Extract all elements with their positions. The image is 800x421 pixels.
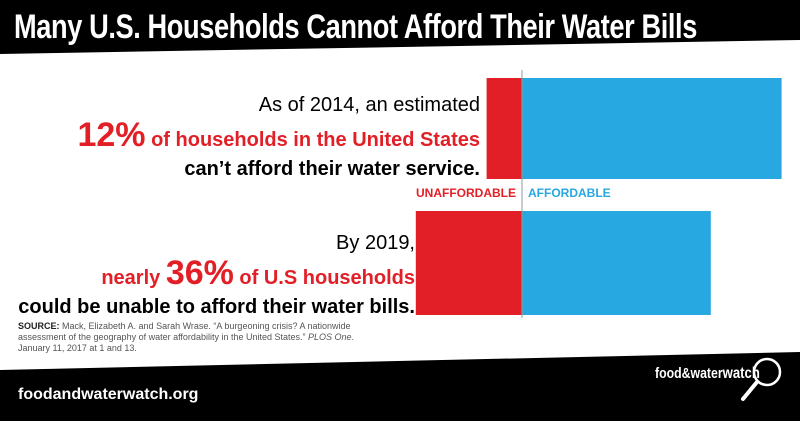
statement-2014: As of 2014, an estimated 12% of househol… — [77, 92, 480, 183]
statement-2019-pre: nearly — [101, 267, 166, 289]
bar-unaffordable-2014 — [486, 78, 522, 179]
statement-2014-line2: 12% of households in the United States — [77, 116, 480, 156]
source-text: Mack, Elizabeth A. and Sarah Wrase. “A b… — [18, 321, 351, 342]
pct-2014: 12% — [77, 116, 146, 154]
magnifier-icon — [741, 357, 782, 401]
legend-unaffordable: UNAFFORDABLE — [416, 186, 516, 200]
statement-2014-line1: As of 2014, an estimated — [258, 94, 480, 116]
logo-main: food&water — [655, 365, 723, 382]
bar-unaffordable-2019 — [415, 211, 522, 315]
legend-affordable: AFFORDABLE — [528, 186, 611, 200]
logo-watch: watch — [722, 365, 760, 382]
statement-2014-line2-rest: of households in the United States — [145, 129, 480, 151]
pct-2019: 36% — [165, 254, 234, 292]
brand-logo: food&waterwatch — [655, 355, 795, 410]
statement-2019-line2-rest: of U.S households — [233, 267, 415, 289]
website-url: foodandwaterwatch.org — [18, 386, 199, 403]
statement-2019: By 2019, nearly 36% of U.S households co… — [18, 230, 415, 321]
source-label: SOURCE: — [18, 321, 60, 331]
statement-2019-line3: could be unable to afford their water bi… — [18, 296, 415, 318]
page-title: Many U.S. Households Cannot Afford Their… — [14, 8, 697, 46]
logo-wordmark: food&waterwatch — [655, 365, 760, 383]
source-citation: SOURCE: Mack, Elizabeth A. and Sarah Wra… — [18, 321, 358, 354]
source-date: . January 11, 2017 at 1 and 13. — [18, 332, 355, 353]
statement-2019-line2: nearly 36% of U.S households — [18, 254, 415, 294]
bar-affordable-2014 — [522, 78, 782, 179]
statement-2014-line3: can’t afford their water service. — [184, 158, 480, 180]
statement-2019-line1: By 2019, — [336, 232, 415, 254]
bar-affordable-2019 — [522, 211, 711, 315]
source-journal: PLOS One — [308, 332, 352, 342]
